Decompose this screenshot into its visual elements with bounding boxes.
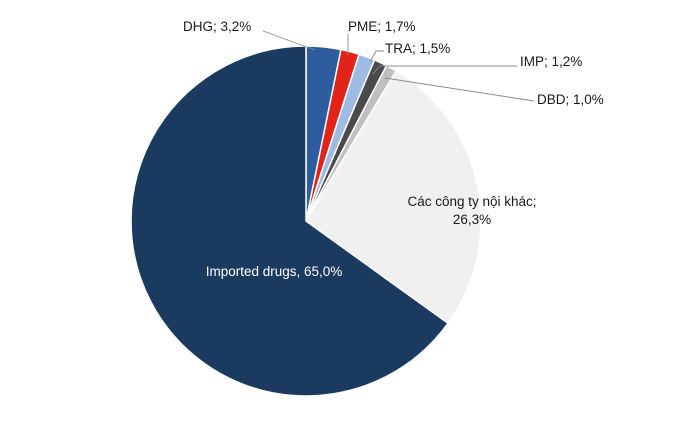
leader-line-dhg <box>262 30 316 51</box>
data-label-tra: TRA; 1,5% <box>385 41 450 56</box>
slices-layer <box>130 45 482 397</box>
data-label-line: DBD; 1,0% <box>537 92 604 107</box>
leader-line-dbd <box>384 77 535 102</box>
data-label-line: Imported drugs, 65,0% <box>206 264 343 279</box>
pie-slice-imported-drugs <box>130 45 450 397</box>
data-label-dhg: DHG; 3,2% <box>183 19 251 34</box>
data-label-imp: IMP; 1,2% <box>520 54 582 69</box>
leader-line-tra <box>369 50 384 63</box>
data-label-line: DHG; 3,2% <box>183 19 251 34</box>
data-label-line: TRA; 1,5% <box>385 41 450 56</box>
leader-line-imp <box>372 65 517 75</box>
data-label-dbd: DBD; 1,0% <box>537 92 604 107</box>
data-label-line: PME; 1,7% <box>348 19 416 34</box>
data-label-cac-cong-ty-noi-khac: Các công ty nội khác; 26,3% <box>407 194 536 227</box>
leader-lines <box>262 30 535 102</box>
data-labels: DHG; 3,2% PME; 1,7% TRA; 1,5% IMP; 1,2% DBD;… <box>183 19 604 279</box>
data-label-pme: PME; 1,7% <box>348 19 416 34</box>
data-label-imported-drugs: Imported drugs, 65,0% <box>206 264 343 279</box>
data-label-line: IMP; 1,2% <box>520 54 582 69</box>
data-label-line: 26,3% <box>453 212 491 227</box>
data-label-line: Các công ty nội khác; <box>407 194 536 209</box>
pie-slice-cac-cong-ty-noi-khac <box>305 69 482 325</box>
